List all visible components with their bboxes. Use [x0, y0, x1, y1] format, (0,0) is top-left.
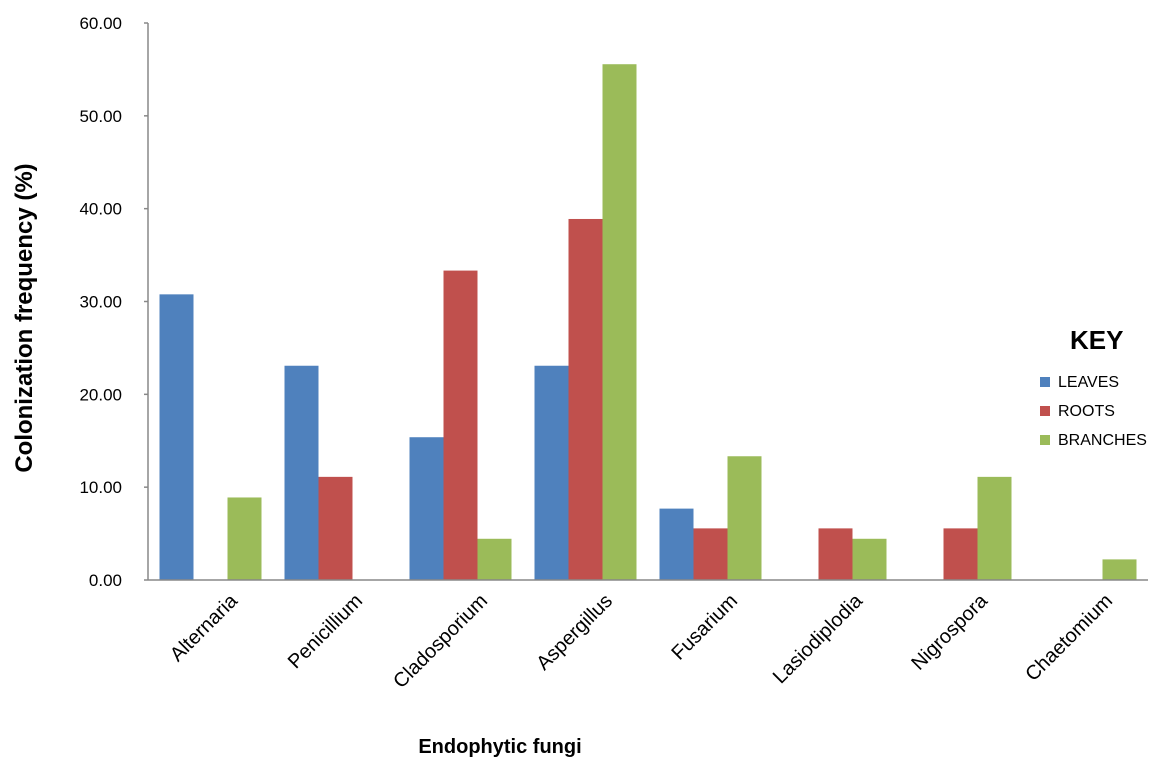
x-tick-label: Chaetomium	[1021, 590, 1117, 686]
bar-leaves-alternaria	[159, 294, 194, 580]
y-tick-label: 40.00	[79, 200, 122, 219]
x-tick-label: Nigrospora	[907, 589, 992, 674]
bar-roots-penicillium	[318, 476, 353, 580]
legend-label-leaves: LEAVES	[1058, 374, 1119, 391]
x-axis-category-labels: Alternaria Penicillium Cladosporium Aspergi…	[166, 589, 1117, 692]
y-tick-label: 50.00	[79, 107, 122, 126]
legend-swatch-branches	[1040, 435, 1050, 445]
bar-branches-nigrospora	[977, 476, 1012, 580]
y-tick-label: 30.00	[79, 293, 122, 312]
x-tick-label: Lasiodiplodia	[769, 589, 868, 688]
bar-roots-aspergillus	[568, 218, 603, 580]
x-axis-title: Endophytic fungi	[418, 736, 581, 758]
legend-label-branches: BRANCHES	[1058, 432, 1147, 449]
legend-label-roots: ROOTS	[1058, 403, 1115, 420]
bar-leaves-fusarium	[659, 508, 694, 580]
legend-swatch-roots	[1040, 406, 1050, 416]
bar-leaves-aspergillus	[534, 365, 569, 580]
bar-branches-chaetomium	[1102, 559, 1137, 580]
y-tick-label: 10.00	[79, 478, 122, 497]
y-tick-label: 60.00	[79, 14, 122, 33]
bar-leaves-penicillium	[284, 365, 319, 580]
x-tick-label: Cladosporium	[389, 590, 492, 693]
bar-roots-cladosporium	[443, 270, 478, 580]
x-tick-label: Penicillium	[284, 590, 367, 673]
bar-branches-aspergillus	[602, 64, 637, 580]
bar-branches-cladosporium	[477, 538, 512, 580]
x-tick-label: Alternaria	[166, 589, 243, 666]
bar-roots-fusarium	[693, 528, 728, 580]
legend-title: KEY	[1070, 325, 1123, 355]
y-tick-label: 0.00	[89, 571, 122, 590]
bar-leaves-cladosporium	[409, 437, 444, 580]
y-axis-ticks: 0.00 10.00 20.00 30.00 40.00 50.00 60.00	[79, 14, 148, 590]
bar-branches-lasiodiplodia	[852, 538, 887, 580]
x-tick-label: Fusarium	[668, 590, 743, 665]
legend-swatch-leaves	[1040, 377, 1050, 387]
y-axis-title: Colonization frequency (%)	[11, 163, 38, 472]
y-tick-label: 20.00	[79, 385, 122, 404]
legend: KEY LEAVES ROOTS BRANCHES	[1040, 325, 1147, 449]
x-tick-label: Aspergillus	[532, 590, 617, 675]
bars	[159, 64, 1137, 580]
bar-roots-nigrospora	[943, 528, 978, 580]
bar-roots-lasiodiplodia	[818, 528, 853, 580]
bar-branches-fusarium	[727, 456, 762, 580]
bar-branches-alternaria	[227, 497, 262, 580]
